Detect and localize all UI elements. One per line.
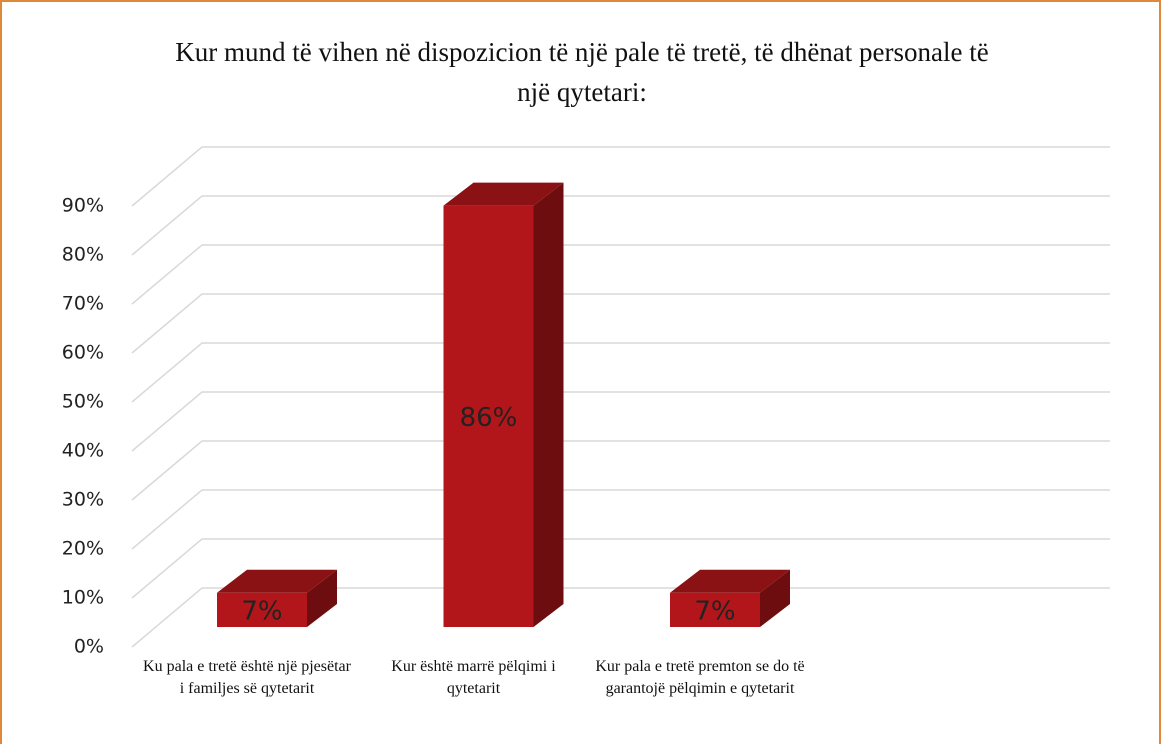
value-label: 7% xyxy=(241,596,282,626)
bar xyxy=(670,569,790,627)
y-tick-label: 10% xyxy=(62,587,104,609)
grid-line xyxy=(131,391,1110,452)
y-tick-label: 0% xyxy=(74,636,104,658)
y-tick-label: 80% xyxy=(62,244,104,266)
y-tick-label: 90% xyxy=(62,195,104,217)
bar-front xyxy=(217,592,307,627)
y-tick-label: 60% xyxy=(62,342,104,364)
y-tick-label: 20% xyxy=(62,538,104,560)
bar xyxy=(443,182,564,627)
bar-side xyxy=(307,569,337,627)
grid-line xyxy=(131,293,1110,354)
y-tick-label: 30% xyxy=(62,489,104,511)
value-label: 86% xyxy=(460,403,518,433)
grid-line xyxy=(131,195,1110,256)
grid-line xyxy=(131,587,1110,648)
y-tick-label: 70% xyxy=(62,293,104,315)
x-tick-label: Kur pala e tretë premton se do të garant… xyxy=(595,658,805,697)
x-tick-label: Ku pala e tretë është një pjesëtar i fam… xyxy=(143,658,351,697)
bar-side xyxy=(760,569,790,627)
y-tick-label: 50% xyxy=(62,391,104,413)
grid-line xyxy=(131,342,1110,403)
bar-front xyxy=(443,205,534,627)
grid-line xyxy=(131,538,1110,599)
bar-front xyxy=(670,592,760,627)
value-label: 7% xyxy=(694,596,735,626)
bar xyxy=(217,569,337,627)
bar-side xyxy=(533,182,564,627)
chart-title: Kur mund të vihen në dispozicion të një … xyxy=(175,37,989,107)
bar-top xyxy=(443,182,564,206)
grid-line xyxy=(131,146,1110,207)
bar-top xyxy=(217,569,337,593)
y-tick-label: 40% xyxy=(62,440,104,462)
grid-line xyxy=(131,489,1110,550)
grid-line xyxy=(131,440,1110,501)
grid-line xyxy=(131,244,1110,305)
bar-top xyxy=(670,569,790,593)
x-tick-label: Kur është marrë pëlqimi i qytetarit xyxy=(391,658,556,697)
